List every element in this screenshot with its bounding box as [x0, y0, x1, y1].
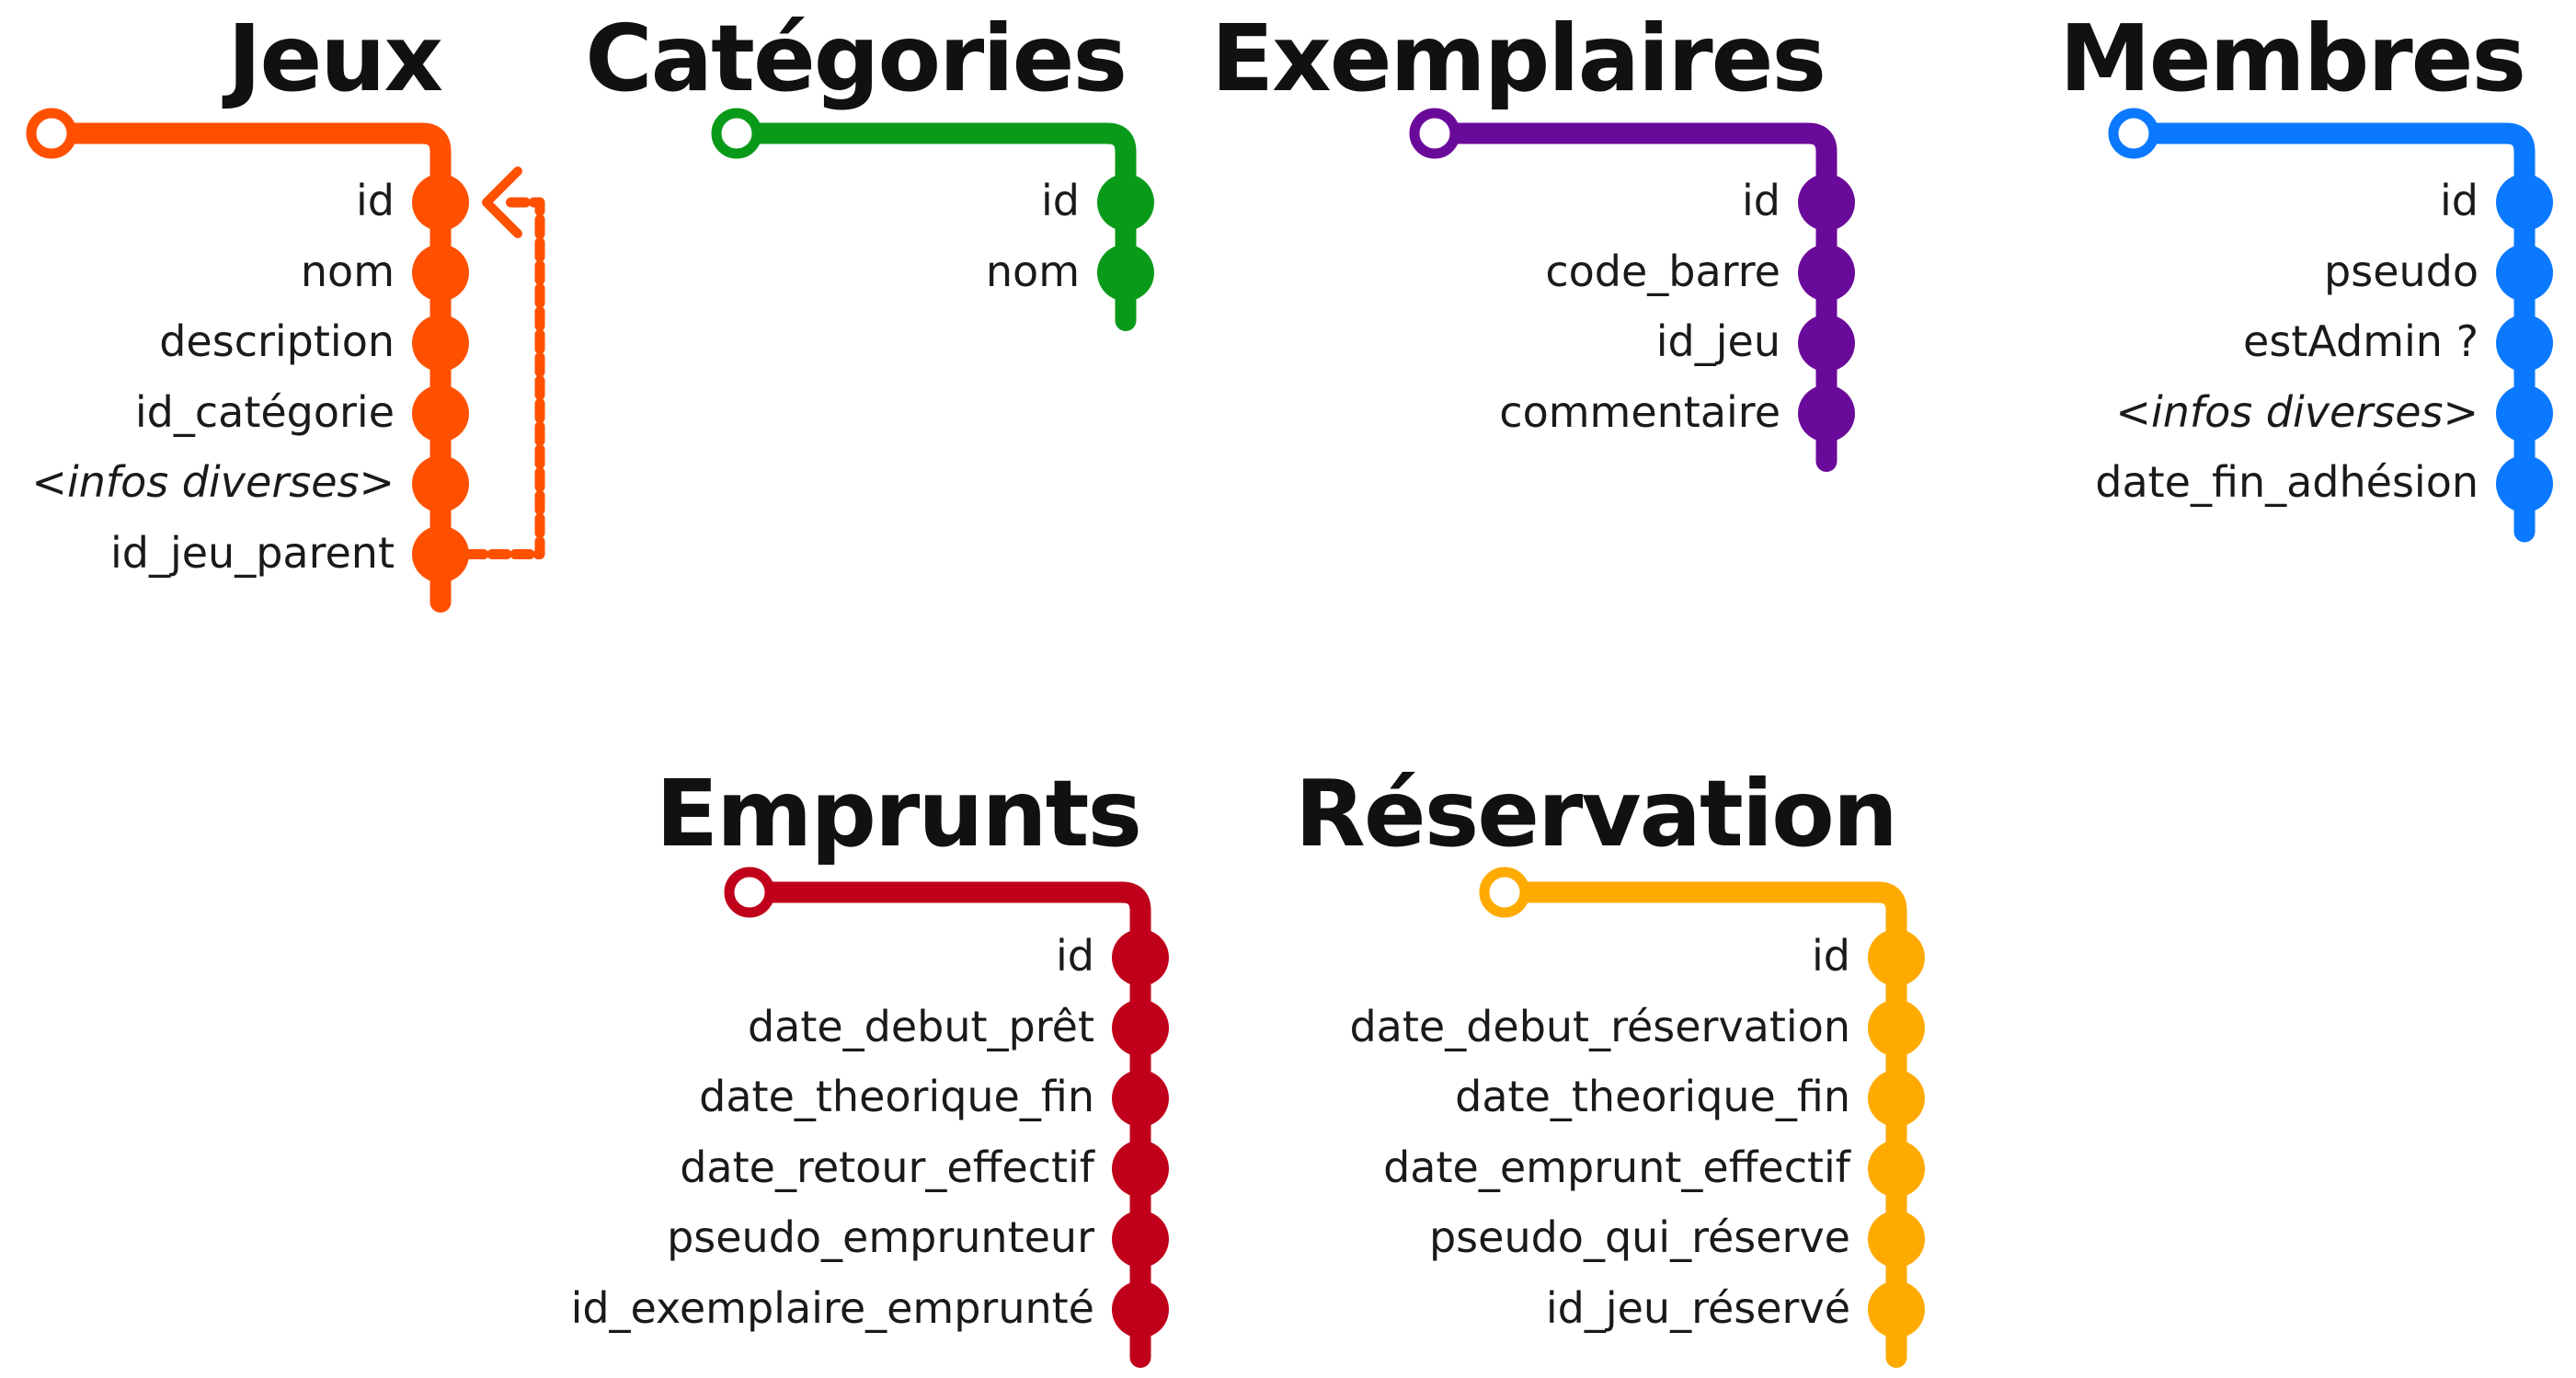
field-label-emprunts-0: id	[1056, 931, 1094, 981]
field-label-jeux-2: description	[159, 316, 395, 366]
station-dot-reservation-3	[1868, 1140, 1925, 1198]
table-membres-terminus-ring	[2108, 108, 2159, 159]
table-jeux-line	[26, 108, 545, 613]
station-dot-reservation-4	[1868, 1211, 1925, 1268]
field-label-jeux-4: <infos diverses>	[31, 457, 395, 507]
station-dot-jeux-4	[412, 455, 469, 512]
table-exemplaires-line	[1409, 108, 1855, 472]
table-reservation-line	[1479, 867, 1925, 1368]
field-label-exemplaires-0: id	[1742, 176, 1780, 225]
field-label-membres-2: estAdmin ?	[2243, 316, 2479, 366]
field-label-categories-0: id	[1041, 176, 1080, 225]
table-categories-terminus-ring	[711, 108, 762, 159]
station-dot-categories-1	[1097, 244, 1154, 302]
station-dot-exemplaires-1	[1798, 244, 1855, 302]
field-label-exemplaires-3: commentaire	[1499, 386, 1780, 437]
field-label-emprunts-2: date_theorique_fin	[699, 1072, 1094, 1121]
table-title-categories: Catégories	[585, 5, 1128, 112]
field-label-reservation-0: id	[1812, 931, 1850, 981]
field-label-emprunts-3: date_retour_effectif	[680, 1142, 1094, 1192]
station-dot-membres-3	[2496, 385, 2553, 442]
station-dot-reservation-5	[1868, 1280, 1925, 1338]
table-reservation-terminus-ring	[1479, 867, 1530, 918]
field-label-emprunts-1: date_debut_prêt	[747, 1001, 1094, 1051]
station-dot-emprunts-5	[1112, 1280, 1169, 1338]
station-dot-membres-4	[2496, 455, 2553, 512]
field-label-jeux-0: id	[356, 176, 395, 225]
station-dot-jeux-5	[412, 525, 469, 583]
field-label-membres-4: date_fin_adhésion	[2095, 457, 2479, 507]
station-dot-exemplaires-0	[1798, 174, 1855, 231]
field-label-exemplaires-2: id_jeu	[1655, 316, 1780, 366]
station-dot-exemplaires-2	[1798, 315, 1855, 372]
field-label-reservation-5: id_jeu_réservé	[1545, 1282, 1850, 1333]
table-exemplaires-terminus-ring	[1409, 108, 1460, 159]
field-label-membres-0: id	[2440, 176, 2479, 225]
field-label-reservation-2: date_theorique_fin	[1455, 1072, 1850, 1121]
station-dot-jeux-2	[412, 315, 469, 372]
table-jeux-track	[40, 122, 452, 613]
field-label-exemplaires-1: code_barre	[1545, 246, 1780, 296]
field-label-reservation-1: date_debut_réservation	[1349, 1001, 1850, 1051]
field-label-membres-3: <infos diverses>	[2115, 386, 2479, 437]
table-title-jeux: Jeux	[227, 5, 443, 112]
table-categories-track	[726, 122, 1137, 331]
field-label-jeux-3: id_catégorie	[134, 386, 395, 437]
table-emprunts-line	[724, 867, 1169, 1368]
station-dot-emprunts-2	[1112, 1070, 1169, 1127]
station-dot-categories-0	[1097, 174, 1154, 231]
station-dot-membres-1	[2496, 244, 2553, 302]
table-membres-track	[2123, 122, 2536, 543]
table-title-membres: Membres	[2059, 5, 2526, 112]
station-dot-jeux-0	[412, 174, 469, 231]
self-reference-link	[464, 197, 545, 559]
field-label-emprunts-5: id_exemplaire_emprunté	[570, 1282, 1094, 1333]
station-dot-emprunts-1	[1112, 999, 1169, 1057]
station-dot-emprunts-4	[1112, 1211, 1169, 1268]
station-dot-emprunts-3	[1112, 1140, 1169, 1198]
table-reservation-track	[1494, 881, 1907, 1368]
station-dot-jeux-1	[412, 244, 469, 302]
field-label-reservation-3: date_emprunt_effectif	[1383, 1142, 1850, 1192]
table-membres-line	[2108, 108, 2553, 543]
station-dot-jeux-3	[412, 385, 469, 442]
station-dot-reservation-1	[1868, 999, 1925, 1057]
field-label-membres-1: pseudo	[2324, 246, 2479, 296]
field-label-jeux-1: nom	[300, 246, 395, 296]
field-label-categories-1: nom	[985, 246, 1080, 296]
field-label-jeux-5: id_jeu_parent	[110, 527, 395, 578]
field-label-reservation-4: pseudo_qui_réserve	[1428, 1212, 1850, 1262]
table-title-exemplaires: Exemplaires	[1210, 5, 1826, 112]
arrow-head-icon	[482, 167, 522, 238]
table-categories-line	[711, 108, 1154, 331]
table-jeux-terminus-ring	[26, 108, 77, 159]
field-label-emprunts-4: pseudo_emprunteur	[667, 1212, 1094, 1262]
station-dot-emprunts-0	[1112, 929, 1169, 986]
station-dot-reservation-0	[1868, 929, 1925, 986]
table-emprunts-track	[738, 881, 1151, 1368]
table-emprunts-terminus-ring	[724, 867, 775, 918]
table-title-reservation: Réservation	[1294, 760, 1898, 867]
station-dot-reservation-2	[1868, 1070, 1925, 1127]
station-dot-exemplaires-3	[1798, 385, 1855, 442]
table-exemplaires-track	[1424, 122, 1838, 472]
table-title-emprunts: Emprunts	[655, 760, 1142, 867]
station-dot-membres-0	[2496, 174, 2553, 231]
station-dot-membres-2	[2496, 315, 2553, 372]
